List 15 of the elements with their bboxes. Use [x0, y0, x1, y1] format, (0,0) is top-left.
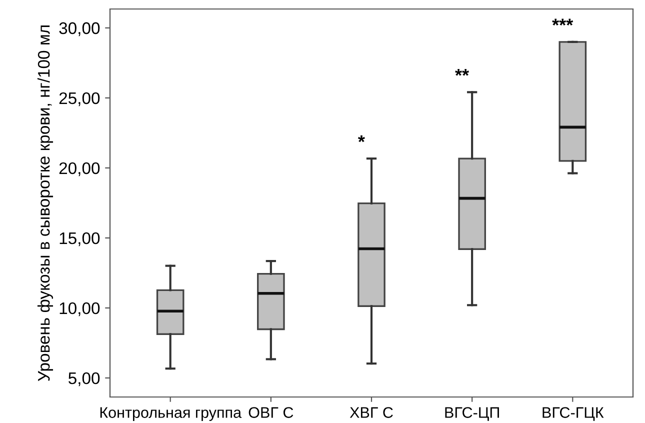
annotation: *** [552, 18, 574, 26]
y-tick-label: 15,00 [60, 232, 100, 246]
annotation: * [358, 135, 365, 142]
y-tick-label: 10,00 [60, 302, 100, 316]
y-axis-title: Уровень фукозы в сыворотке крови, нг/100 мл [37, 26, 54, 382]
x-tick-label: Контрольная группа [100, 407, 242, 421]
annotation: ** [455, 69, 470, 76]
x-tick-label: ВГС-ЦП [445, 407, 499, 421]
y-tick-label: 5,00 [68, 372, 100, 386]
y-tick-label: 30,00 [59, 22, 100, 36]
x-tick-label: ВГС-ГЦК [542, 407, 604, 421]
y-tick-label: 25,00 [59, 92, 100, 106]
x-tick-label: ХВГ С [350, 407, 393, 418]
y-tick-label: 20,00 [59, 162, 100, 176]
x-tick-label: ОВГ С [248, 407, 294, 418]
